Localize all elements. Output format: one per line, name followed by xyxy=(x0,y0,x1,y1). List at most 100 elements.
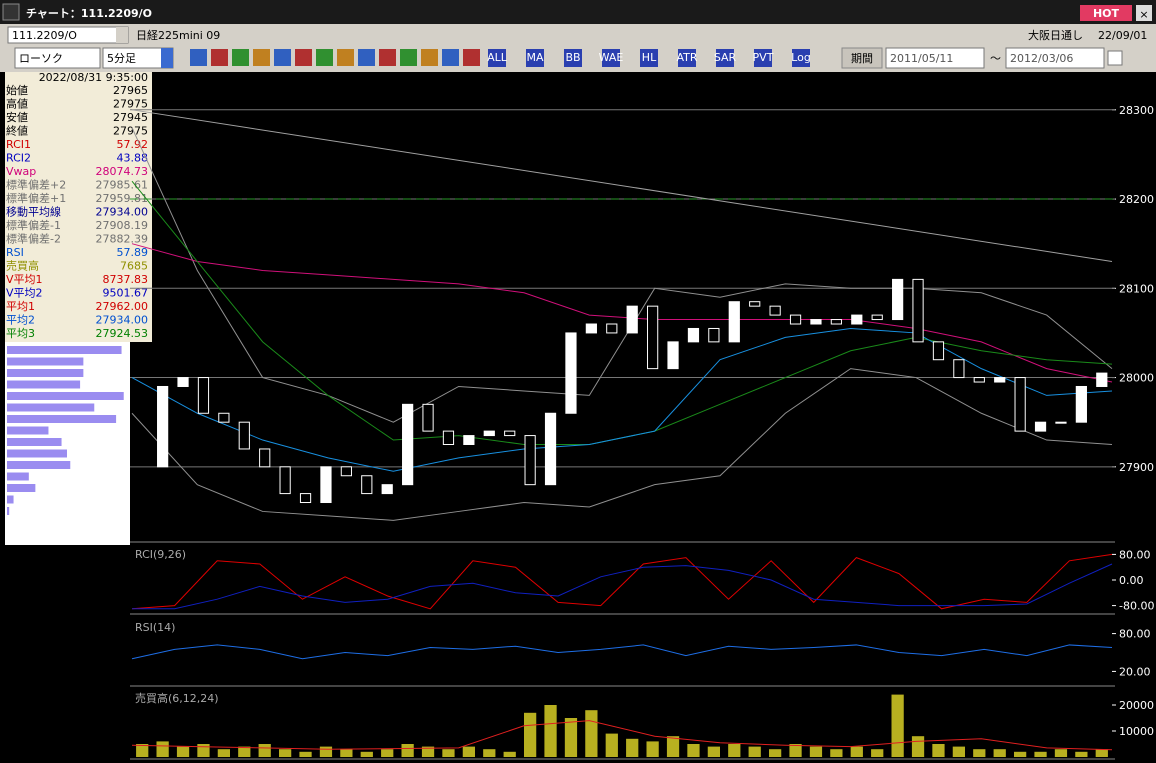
volume-bar xyxy=(646,741,659,757)
chart-type-select[interactable] xyxy=(14,47,101,69)
period-button[interactable] xyxy=(841,47,883,69)
tool-icon[interactable] xyxy=(442,49,459,66)
candle xyxy=(422,403,434,432)
checkbox[interactable] xyxy=(1107,50,1123,66)
y-tick-label: 28200 xyxy=(1119,193,1154,206)
volume-bar xyxy=(197,744,210,757)
tool-icon[interactable] xyxy=(678,49,696,67)
volume-bar xyxy=(626,738,639,757)
candle xyxy=(238,421,250,450)
candle xyxy=(994,377,1006,383)
info-value: 27924.53 xyxy=(96,327,149,340)
profile-bar xyxy=(7,380,81,389)
info-value: 27934.00 xyxy=(96,314,149,327)
info-value: 27959.81 xyxy=(96,192,149,205)
indicator-line xyxy=(131,553,1113,610)
tool-icon[interactable] xyxy=(754,49,772,67)
volume-bar xyxy=(156,741,169,757)
candle xyxy=(1055,421,1067,424)
tool-icon[interactable] xyxy=(295,49,312,66)
profile-bar xyxy=(7,403,95,412)
candle xyxy=(1034,421,1047,432)
candle xyxy=(810,319,822,325)
tool-icon[interactable] xyxy=(274,49,291,66)
volume-bar xyxy=(524,712,537,757)
candle xyxy=(504,430,516,437)
hot-button[interactable] xyxy=(1080,5,1132,21)
tool-icon[interactable] xyxy=(190,49,207,66)
tool-icon[interactable] xyxy=(400,49,417,66)
tool-icon[interactable] xyxy=(640,49,658,67)
candle xyxy=(749,301,761,307)
dropdown[interactable] xyxy=(161,48,173,68)
volume-bar xyxy=(809,746,823,757)
candle xyxy=(851,314,863,325)
tool-icon[interactable] xyxy=(316,49,333,66)
chart-type: ローソク xyxy=(19,52,63,65)
tool-icon[interactable] xyxy=(211,49,228,66)
candle xyxy=(157,385,169,468)
tool-icon[interactable] xyxy=(421,49,438,66)
y-tick-label: 80.00 xyxy=(1119,548,1151,561)
from: 2011/05/11 xyxy=(890,52,953,65)
volume-bar xyxy=(544,705,557,757)
tool-icon-label: HL xyxy=(642,51,657,64)
tool-icon[interactable] xyxy=(232,49,249,66)
info-time: 2022/08/31 9:35:00 xyxy=(39,71,148,84)
indicator-line xyxy=(131,243,1113,383)
volume-bar xyxy=(830,749,843,757)
volume-bar xyxy=(911,736,925,757)
info-label: 標準偏差+1 xyxy=(6,191,66,205)
candle xyxy=(892,278,904,321)
tool-icon[interactable] xyxy=(337,49,354,66)
candle xyxy=(953,359,965,379)
candle xyxy=(565,332,577,414)
candle xyxy=(667,341,679,370)
profile-bar xyxy=(7,438,62,446)
info-label: RCI2 xyxy=(6,152,31,165)
to-input[interactable] xyxy=(1005,47,1105,69)
indicator-line xyxy=(131,109,1113,263)
info-label: RCI1 xyxy=(6,138,31,151)
volume-bar xyxy=(605,733,618,757)
info-label: 売買高 xyxy=(6,259,39,273)
tool-icon[interactable] xyxy=(602,49,620,67)
volume-bar xyxy=(462,746,475,757)
tool-icon[interactable] xyxy=(488,49,506,67)
profile-bar xyxy=(7,461,71,469)
from-input[interactable] xyxy=(885,47,985,69)
tool-icon[interactable] xyxy=(253,49,270,66)
tool-icon-label: Log xyxy=(791,51,811,64)
pane-label: 売買高(6,12,24) xyxy=(135,691,219,705)
candle xyxy=(361,475,373,495)
volume-bar xyxy=(891,694,904,757)
volume-bar xyxy=(932,744,945,757)
tool-icon[interactable] xyxy=(463,49,480,66)
y-tick-label: 10000 xyxy=(1119,725,1154,738)
close-button[interactable] xyxy=(1136,5,1152,21)
volume-bar xyxy=(217,749,230,757)
volume-bar xyxy=(993,749,1006,757)
tool-icon[interactable] xyxy=(792,49,810,67)
tool-icon[interactable] xyxy=(564,49,582,67)
volume-bar xyxy=(381,749,394,757)
tool-icon[interactable] xyxy=(526,49,544,67)
tool-icon[interactable] xyxy=(716,49,734,67)
volume-bar xyxy=(258,744,271,757)
volume-bar xyxy=(401,744,414,757)
candle xyxy=(177,377,189,387)
dropdown[interactable] xyxy=(116,27,128,43)
volume-bar xyxy=(789,744,802,757)
indicator-line xyxy=(132,563,1113,610)
volume-bar xyxy=(442,749,455,757)
indicator-line xyxy=(131,368,1113,521)
volume-bar xyxy=(1095,749,1108,757)
volume-bar xyxy=(728,744,741,757)
tool-icon[interactable] xyxy=(379,49,396,66)
volume-bar xyxy=(748,746,761,757)
volume-bar xyxy=(1034,751,1047,757)
info-label: 移動平均線 xyxy=(6,205,61,219)
info-value: 57.89 xyxy=(117,246,149,259)
tool-icon[interactable] xyxy=(358,49,375,66)
candle xyxy=(769,305,781,316)
